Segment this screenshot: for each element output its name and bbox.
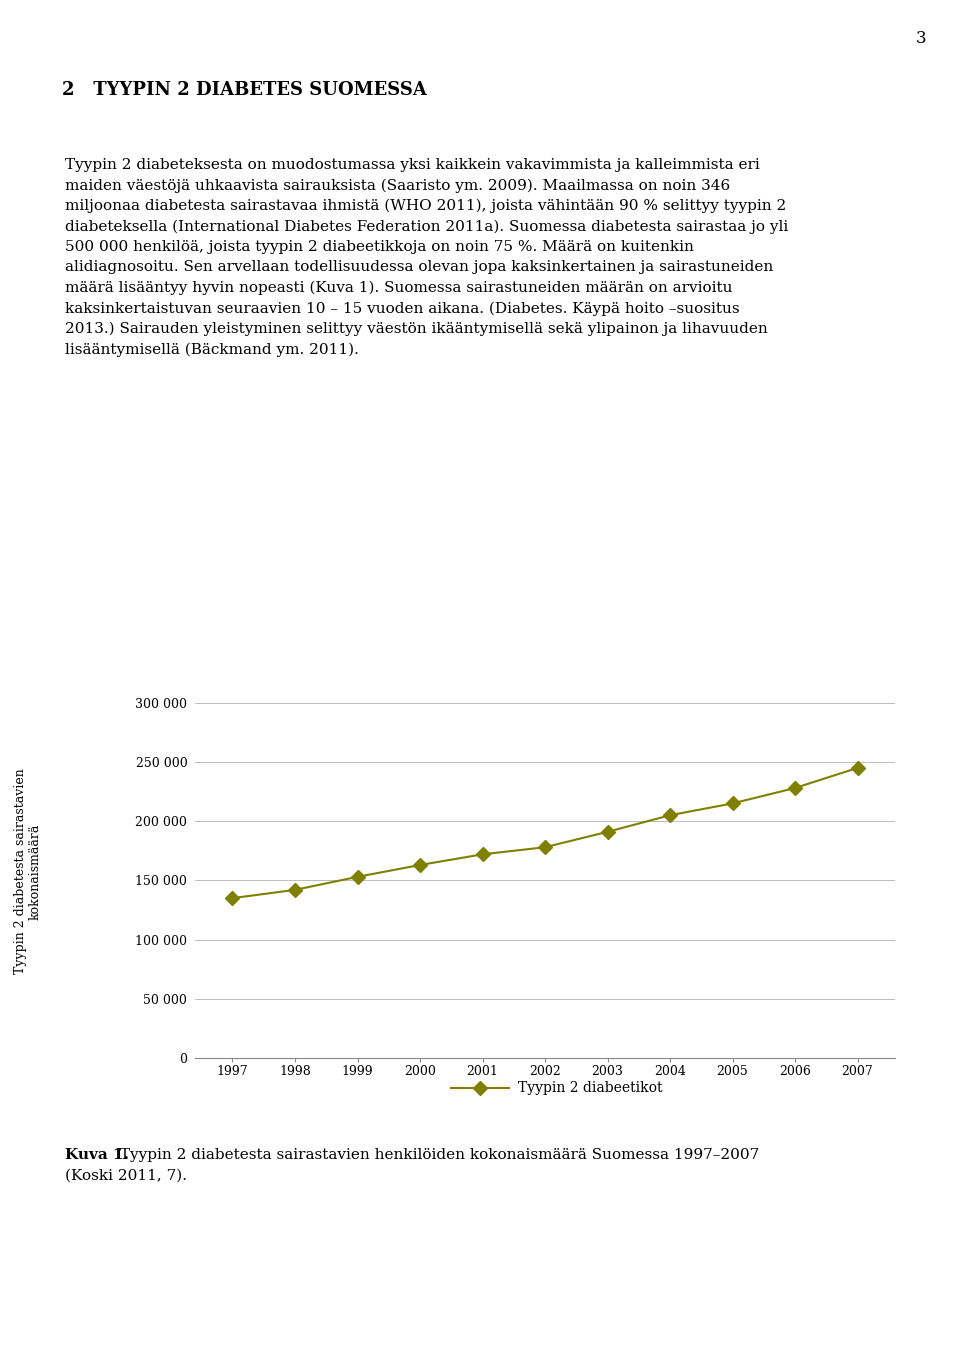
Text: Tyypin 2 diabeetikot: Tyypin 2 diabeetikot — [518, 1082, 662, 1095]
Text: Tyypin 2 diabeteksesta on muodostumassa yksi kaikkein vakavimmista ja kalleimmis: Tyypin 2 diabeteksesta on muodostumassa … — [65, 157, 759, 172]
Text: 2   TYYPIN 2 DIABETES SUOMESSA: 2 TYYPIN 2 DIABETES SUOMESSA — [62, 81, 427, 99]
Text: 2013.) Sairauden yleistyminen selittyy väestön ikääntymisellä sekä ylipainon ja : 2013.) Sairauden yleistyminen selittyy v… — [65, 322, 768, 337]
Text: Tyypin 2 diabetesta sairastavien henkilöiden kokonaismäärä Suomessa 1997–2007: Tyypin 2 diabetesta sairastavien henkilö… — [115, 1148, 759, 1162]
Text: 3: 3 — [916, 30, 926, 47]
Text: diabeteksella (International Diabetes Federation 2011a). Suomessa diabetesta sai: diabeteksella (International Diabetes Fe… — [65, 220, 788, 233]
Text: Kuva 1.: Kuva 1. — [65, 1148, 129, 1162]
Text: 500 000 henkilöä, joista tyypin 2 diabeetikkoja on noin 75 %. Määrä on kuitenkin: 500 000 henkilöä, joista tyypin 2 diabee… — [65, 240, 694, 254]
Text: alidiagnosoitu. Sen arvellaan todellisuudessa olevan jopa kaksinkertainen ja sai: alidiagnosoitu. Sen arvellaan todellisuu… — [65, 261, 773, 274]
Text: miljoonaa diabetesta sairastavaa ihmistä (WHO 2011), joista vähintään 90 % selit: miljoonaa diabetesta sairastavaa ihmistä… — [65, 199, 786, 213]
Text: määrä lisääntyy hyvin nopeasti (Kuva 1). Suomessa sairastuneiden määrän on arvio: määrä lisääntyy hyvin nopeasti (Kuva 1).… — [65, 281, 732, 296]
Text: lisääntymisellä (Bäckmand ym. 2011).: lisääntymisellä (Bäckmand ym. 2011). — [65, 342, 359, 357]
Text: (Koski 2011, 7).: (Koski 2011, 7). — [65, 1168, 187, 1183]
Text: Tyypin 2 diabetesta sairastavien
kokonaismäärä: Tyypin 2 diabetesta sairastavien kokonai… — [14, 768, 42, 974]
Text: maiden väestöjä uhkaavista sairauksista (Saaristo ym. 2009). Maailmassa on noin : maiden väestöjä uhkaavista sairauksista … — [65, 179, 731, 193]
Text: kaksinkertaistuvan seuraavien 10 – 15 vuoden aikana. (Diabetes. Käypä hoito –suo: kaksinkertaistuvan seuraavien 10 – 15 vu… — [65, 301, 739, 316]
